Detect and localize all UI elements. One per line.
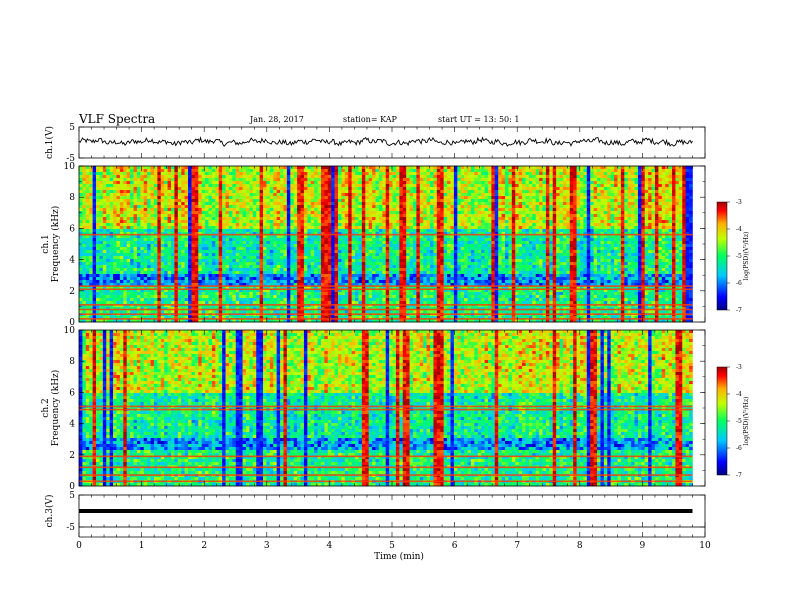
xtick-label: 8 (577, 541, 583, 551)
xtick-label: 9 (640, 541, 646, 551)
xtick-label: 3 (264, 541, 270, 551)
ytick-label: -5 (66, 154, 75, 164)
colorbar-tick-label: -5 (736, 253, 742, 260)
xtick-label: 2 (201, 541, 207, 551)
start-ut-label: start UT = 13: 50: 1 (438, 115, 519, 124)
ytick-label: 2 (69, 451, 75, 461)
colorbar-tick-label: -7 (736, 307, 742, 314)
xtick-label: 5 (389, 541, 395, 551)
ytick-label: 4 (69, 420, 75, 430)
xtick-label: 4 (327, 541, 333, 551)
xtick-label: 7 (514, 541, 520, 551)
ytick-label: 8 (69, 357, 75, 367)
ytick-label: 5 (69, 123, 75, 133)
xtick-label: 0 (76, 541, 82, 551)
ytick-label: 6 (69, 224, 75, 234)
ytick-label: 0 (69, 482, 75, 492)
colorbar-tick-label: -4 (736, 226, 742, 233)
ytick-label: 4 (69, 256, 75, 266)
ytick-label: 2 (69, 287, 75, 297)
ylabel-ch2-spectrogram: Frequency (kHz) (50, 370, 61, 447)
colorbar-tick-label: -7 (736, 472, 742, 479)
ch1-colorbar: -3 -4 -5 -6 -7 log(PSD)(V²/Hz) (716, 199, 750, 314)
colorbar-tick-label: -6 (736, 280, 742, 287)
ch2-colorbar: -3 -4 -5 -6 -7 log(PSD)(V²/Hz) (716, 364, 750, 479)
colorbar-tick-label: -3 (736, 199, 742, 206)
ylabel-ch2-spectrogram: ch.2 (41, 398, 51, 417)
ch3-waveform-panel: 5 -5 ch.3(V) (44, 491, 706, 533)
ytick-label: 5 (69, 491, 75, 501)
ch1-spectrogram-panel: 0 2 4 6 8 10 ch.1 Frequency (kHz) (41, 162, 706, 328)
ytick-label: 8 (69, 193, 75, 203)
ytick-label: 6 (69, 388, 75, 398)
xtick-label: 10 (699, 541, 711, 551)
ch2-spectrogram-panel: 0 2 4 6 8 10 ch.2 Frequency (kHz) (41, 326, 706, 492)
xtick-label: 6 (452, 541, 458, 551)
colorbar-label: log(PSD)(V²/Hz) (743, 397, 750, 446)
date-label: Jan. 28, 2017 (249, 115, 304, 124)
ylabel-ch1-spectrogram: Frequency (kHz) (50, 206, 61, 283)
colorbar-tick-label: -6 (736, 445, 742, 452)
colorbar-tick-label: -3 (736, 364, 742, 371)
ytick-label: 10 (64, 162, 76, 172)
station-label: station= KAP (343, 115, 398, 124)
ylabel-ch3-waveform: ch.3(V) (44, 495, 55, 528)
ylabel-ch1-spectrogram: ch.1 (41, 234, 51, 253)
ch1-waveform-panel: 5 -5 ch.1(V) (44, 123, 706, 164)
ytick-label: 0 (69, 318, 75, 328)
time-axis-label: Time (min) (374, 551, 424, 562)
xtick-label: 1 (139, 541, 145, 551)
time-axis: 0 1 2 3 4 5 6 7 8 9 10 (76, 527, 711, 551)
ylabel-ch1-waveform: ch.1(V) (44, 126, 55, 159)
colorbar-tick-label: -5 (736, 418, 742, 425)
colorbar-tick-label: -4 (736, 391, 742, 398)
figure-title: VLF Spectra (78, 112, 155, 126)
ytick-label: 10 (64, 326, 76, 336)
colorbar-label: log(PSD)(V²/Hz) (743, 232, 750, 281)
ytick-label: -5 (66, 523, 75, 533)
